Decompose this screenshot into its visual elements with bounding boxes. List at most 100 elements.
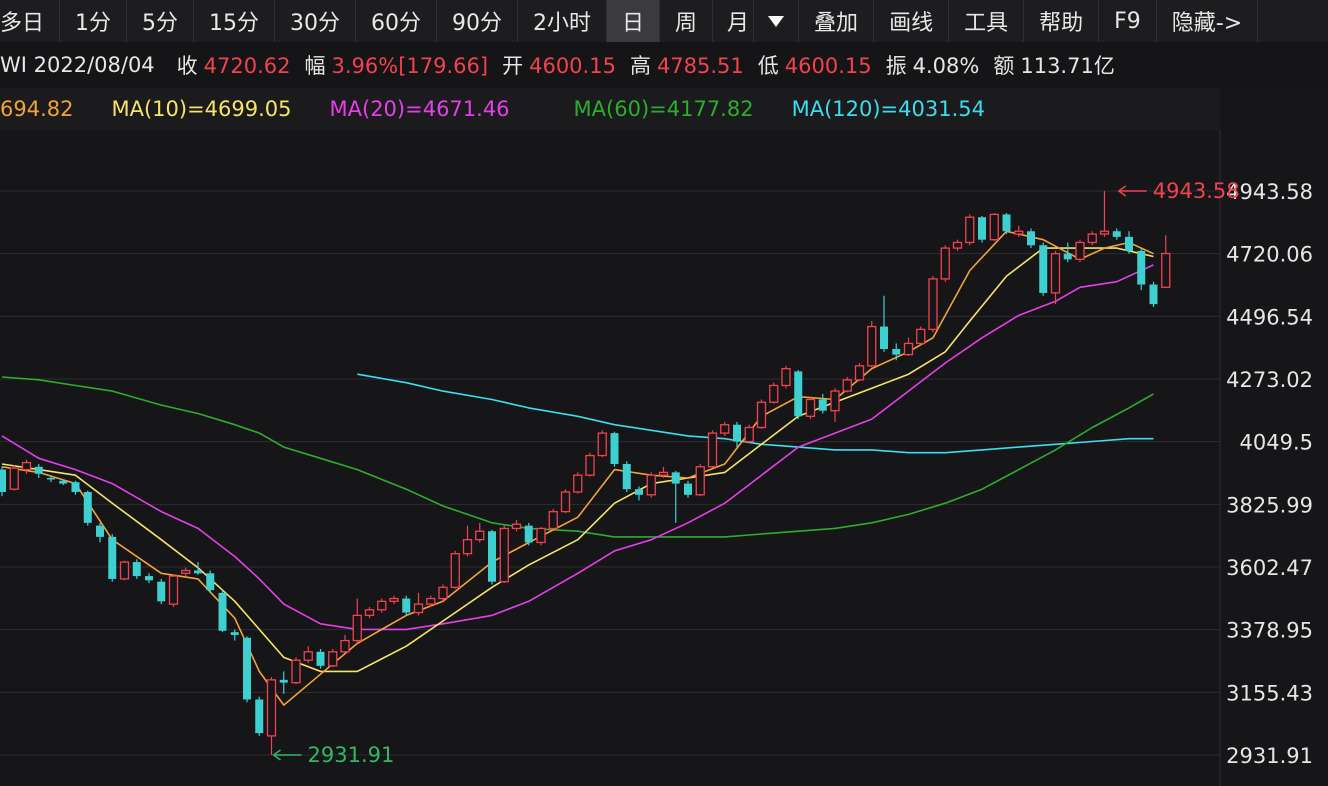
- candle-body: [59, 480, 68, 484]
- draw-line-button[interactable]: 画线: [874, 0, 950, 42]
- high-annotation-label: 4943.58: [1153, 179, 1240, 203]
- low-label: 低: [757, 54, 779, 78]
- period-tab-90min[interactable]: 90分: [437, 0, 519, 42]
- tools-button[interactable]: 工具: [949, 0, 1025, 42]
- candle-body: [279, 679, 288, 683]
- hide-button[interactable]: 隐藏->: [1157, 0, 1259, 42]
- candle-body: [157, 581, 166, 602]
- candle-body: [854, 365, 865, 381]
- candle-body: [842, 379, 852, 392]
- candle-body: [1161, 252, 1171, 288]
- candle-body: [340, 639, 350, 653]
- period-tab-day[interactable]: 日: [607, 0, 661, 42]
- candle-body: [34, 466, 43, 474]
- candle-body: [438, 586, 448, 600]
- candle-body: [1125, 236, 1133, 251]
- change-label: 幅: [304, 54, 326, 78]
- ma20-line: [1, 264, 1154, 631]
- candle-body: [21, 461, 32, 471]
- change-value: 3.96%[179.66]: [331, 54, 489, 78]
- high-marker-arrow-icon: [1117, 185, 1127, 197]
- candle-body: [524, 525, 533, 543]
- candle-body: [389, 597, 399, 602]
- candle-body: [1137, 250, 1146, 285]
- candle-body: [695, 466, 705, 496]
- y-tick-label: 3155.43: [1226, 681, 1313, 705]
- candle-body: [475, 530, 485, 541]
- period-tab-15min[interactable]: 15分: [194, 0, 276, 42]
- candle-body: [255, 699, 264, 734]
- candle-body: [168, 575, 179, 605]
- close-label: 收: [176, 54, 198, 78]
- candle-body: [119, 561, 130, 580]
- period-more-dropdown[interactable]: [754, 0, 800, 42]
- period-tab-60min[interactable]: 60分: [356, 0, 438, 42]
- candle-body: [96, 525, 104, 537]
- candle-body: [744, 426, 754, 443]
- y-tick-label: 2931.91: [1226, 744, 1313, 768]
- candle-body: [71, 482, 80, 492]
- candle-body: [720, 424, 730, 434]
- candle-body: [132, 562, 141, 577]
- candle-body: [560, 491, 571, 513]
- candle-body: [952, 241, 963, 249]
- triangle-down-icon: [768, 15, 785, 27]
- high-value: 4785.51: [656, 54, 744, 78]
- low-value: 4600.15: [784, 54, 872, 78]
- help-button[interactable]: 帮助: [1024, 0, 1100, 42]
- ma60-line: [1, 376, 1154, 538]
- candle-body: [684, 483, 692, 495]
- overlay-button[interactable]: 叠加: [799, 0, 875, 42]
- y-tick-label: 3825.99: [1226, 493, 1313, 517]
- candle-body: [781, 367, 791, 387]
- candle-body: [622, 463, 631, 490]
- period-tab-month[interactable]: 月: [713, 0, 755, 42]
- candle-body: [1087, 233, 1097, 244]
- y-tick-label: 4943.58: [1226, 180, 1313, 204]
- candle-body: [352, 614, 362, 642]
- candle-body: [658, 471, 669, 476]
- candle-body: [108, 536, 117, 579]
- y-tick-label: 3378.95: [1226, 619, 1313, 643]
- period-tab-2hour[interactable]: 2小时: [518, 0, 608, 42]
- f9-button[interactable]: F9: [1099, 0, 1157, 42]
- candle-body: [218, 592, 227, 631]
- ma5-line: [1, 230, 1154, 706]
- candle-body: [548, 510, 558, 530]
- candle-body: [230, 632, 239, 635]
- period-tab-5min[interactable]: 5分: [127, 0, 195, 42]
- candle-body: [450, 553, 460, 588]
- period-tab-multi-day[interactable]: 多日: [0, 0, 61, 42]
- amount-label: 额: [993, 54, 1015, 78]
- candle-body: [536, 527, 546, 544]
- candle-body: [145, 576, 153, 581]
- candle-body: [733, 424, 741, 442]
- candlestick-chart[interactable]: 2931.91 3155.43 3378.95 3602.47 3825.99 4049.…: [0, 130, 1328, 786]
- candle-body: [488, 531, 496, 582]
- candle-body: [965, 216, 975, 244]
- candle-body: [573, 474, 583, 493]
- candle-body: [511, 523, 522, 530]
- candle-body: [880, 326, 888, 350]
- candle-body: [892, 349, 901, 355]
- y-tick-label: 4720.06: [1226, 243, 1313, 267]
- candle-body: [499, 527, 509, 583]
- candle-body: [610, 433, 619, 464]
- candle-body: [989, 213, 999, 241]
- low-marker-arrow-icon: [272, 749, 281, 761]
- candle-body: [769, 384, 779, 403]
- ma20-legend: MA(20)=4671.46: [329, 97, 510, 121]
- candle-body: [671, 472, 680, 484]
- period-tab-30min[interactable]: 30分: [275, 0, 357, 42]
- candle-body: [181, 569, 191, 574]
- candle-body: [903, 342, 914, 356]
- ma120-legend: MA(120)=4031.54: [791, 97, 985, 121]
- candle-body: [818, 399, 827, 411]
- y-tick-label: 4049.5: [1240, 431, 1313, 455]
- candle-body: [1063, 253, 1072, 260]
- candle-body: [194, 570, 202, 574]
- period-tab-week[interactable]: 周: [660, 0, 714, 42]
- candle-body: [1050, 253, 1061, 294]
- low-annotation-label: 2931.91: [308, 743, 395, 767]
- period-tab-1min[interactable]: 1分: [60, 0, 128, 42]
